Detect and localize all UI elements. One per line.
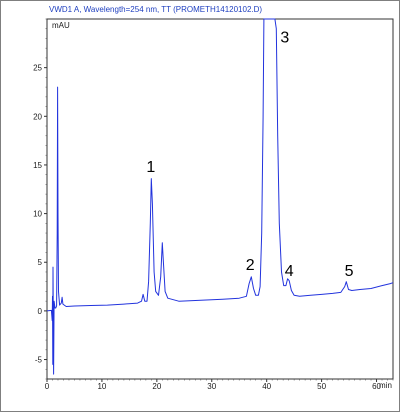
peak-label: 2 — [246, 257, 255, 274]
x-tick-label: 20 — [152, 382, 161, 391]
x-tick-label: 10 — [97, 382, 106, 391]
x-axis: 0 10 20 30 40 50 60 — [45, 379, 394, 391]
peak-label: 3 — [280, 29, 289, 46]
peak-labels: 1 2 3 4 5 — [146, 29, 353, 280]
y-tick-label: 20 — [33, 112, 42, 121]
x-tick-label: 0 — [45, 382, 50, 391]
series-layer — [46, 18, 394, 375]
y-axis-unit: mAU — [52, 21, 70, 30]
chart-title: VWD1 A, Wavelength=254 nm, TT (PROMETH14… — [49, 5, 262, 14]
x-axis-unit: min — [379, 381, 392, 390]
y-tick-label: 15 — [33, 161, 42, 170]
peak-label: 1 — [146, 159, 155, 176]
plot-area — [46, 18, 394, 380]
x-tick-label: 50 — [317, 382, 326, 391]
x-tick-label: 40 — [262, 382, 271, 391]
peak-label: 5 — [345, 263, 354, 280]
y-tick-label: 0 — [38, 307, 43, 316]
peak-label: 4 — [285, 263, 294, 280]
y-axis: -5 0 5 10 15 20 25 — [33, 18, 47, 380]
y-tick-label: -5 — [35, 356, 43, 365]
x-tick-label: 30 — [207, 382, 216, 391]
y-tick-label: 5 — [38, 258, 43, 267]
chromatogram-trace — [46, 18, 394, 375]
x-tick-label: 60 — [372, 382, 381, 391]
y-tick-label: 25 — [33, 64, 42, 73]
y-tick-label: 10 — [33, 210, 42, 219]
